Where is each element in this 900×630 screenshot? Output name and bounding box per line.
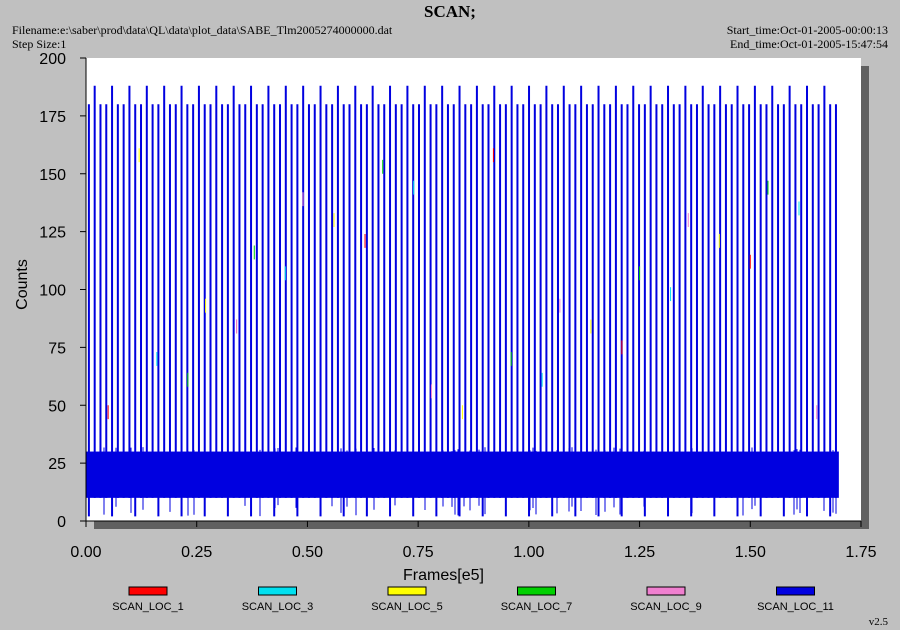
step-size-label: Step Size:1 <box>12 37 67 51</box>
legend: SCAN_LOC_1 SCAN_LOC_3 SCAN_LOC_5 SCAN_LOC_7… <box>112 586 834 613</box>
y-tick-label: 175 <box>39 109 66 126</box>
x-tick-label: 1.75 <box>845 544 876 561</box>
y-axis-label: Counts <box>14 259 31 310</box>
x-tick-label: 1.50 <box>735 544 766 561</box>
y-tick-label: 100 <box>39 283 66 300</box>
series-layer <box>86 85 839 517</box>
legend-swatch-SCAN_LOC_9 <box>646 586 686 596</box>
series-SCAN_LOC_3 <box>156 180 800 387</box>
legend-swatch-SCAN_LOC_5 <box>387 586 427 596</box>
x-tick-label: 0.50 <box>292 544 323 561</box>
legend-swatch-SCAN_LOC_3 <box>258 586 297 596</box>
filename-label: Filename:e:\saber\prod\data\QL\data\plot… <box>12 23 393 37</box>
y-tick-label: 125 <box>39 225 66 242</box>
x-tick-label: 1.00 <box>513 544 544 561</box>
x-tick-label: 0.25 <box>181 544 212 561</box>
legend-label-SCAN_LOC_11: SCAN_LOC_11 <box>757 601 834 613</box>
legend-label-SCAN_LOC_5: SCAN_LOC_5 <box>371 601 443 613</box>
axes-layer: 0.00 0.25 0.50 0.75 1.00 1.25 1.50 1.75 0 25 50 75 1… <box>39 51 876 561</box>
y-tick-label: 0 <box>57 514 66 531</box>
end-time-label: End_time:Oct-01-2005-15:47:54 <box>730 37 888 51</box>
x-tick-label: 0.00 <box>70 544 101 561</box>
legend-label-SCAN_LOC_3: SCAN_LOC_3 <box>242 601 314 613</box>
series-SCAN_LOC_7 <box>187 159 769 387</box>
series-SCAN_LOC_5 <box>138 148 720 420</box>
chart-title: SCAN; <box>424 2 476 21</box>
y-tick-label: 75 <box>48 340 66 357</box>
legend-swatch-SCAN_LOC_7 <box>517 586 556 596</box>
y-tick-label: 25 <box>48 456 66 473</box>
version-label: v2.5 <box>868 616 888 628</box>
legend-swatch-SCAN_LOC_11 <box>776 586 815 596</box>
x-tick-label: 0.75 <box>403 544 434 561</box>
legend-label-SCAN_LOC_1: SCAN_LOC_1 <box>112 601 184 613</box>
y-tick-label: 200 <box>39 51 66 68</box>
legend-label-SCAN_LOC_7: SCAN_LOC_7 <box>501 601 573 613</box>
legend-swatch-SCAN_LOC_1 <box>128 586 168 596</box>
series-spikes-SCAN_LOC_11 <box>87 85 837 517</box>
x-axis-label: Frames[e5] <box>403 567 484 584</box>
y-tick-label: 150 <box>39 167 66 184</box>
start-time-label: Start_time:Oct-01-2005-00:00:13 <box>726 23 888 37</box>
legend-label-SCAN_LOC_9: SCAN_LOC_9 <box>630 601 702 613</box>
series-SCAN_LOC_9 <box>236 192 818 420</box>
y-tick-label: 50 <box>48 398 66 415</box>
x-tick-label: 1.25 <box>624 544 655 561</box>
